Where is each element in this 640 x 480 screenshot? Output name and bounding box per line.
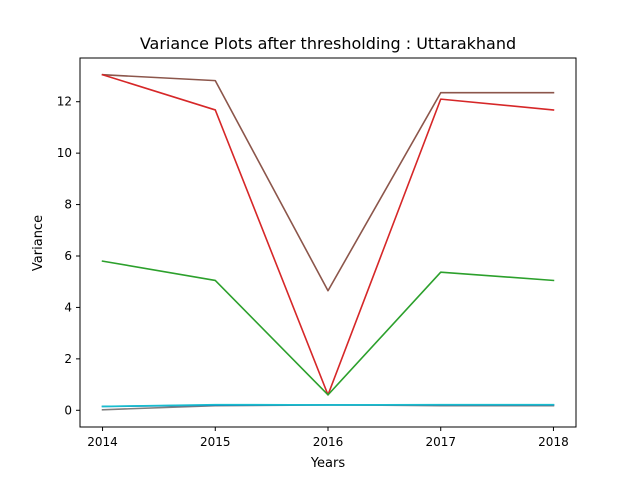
y-tick-label: 4 bbox=[64, 300, 72, 314]
x-tick-label: 2015 bbox=[200, 435, 231, 449]
axes-layer: 2014 2015 2016 2017 2018 0 2 4 6 8 10 12 bbox=[57, 57, 577, 449]
y-tick-label: 10 bbox=[57, 146, 72, 160]
series-line-3 bbox=[101, 260, 555, 396]
series-layer bbox=[101, 73, 555, 411]
chart-title: Variance Plots after thresholding : Utta… bbox=[140, 34, 516, 53]
y-tick-label: 2 bbox=[64, 352, 72, 366]
series-line-6 bbox=[101, 403, 555, 408]
x-tick-label: 2014 bbox=[87, 435, 118, 449]
x-tick-label: 2016 bbox=[313, 435, 344, 449]
y-tick-label: 0 bbox=[64, 403, 72, 417]
y-tick-label: 8 bbox=[64, 198, 72, 212]
y-axis-label: Variance bbox=[31, 215, 46, 271]
x-tick-label: 2017 bbox=[425, 435, 456, 449]
x-tick-label: 2018 bbox=[538, 435, 569, 449]
x-axis-label: Years bbox=[310, 456, 346, 471]
y-tick-label: 6 bbox=[64, 249, 72, 263]
y-tick-label: 12 bbox=[57, 95, 72, 109]
series-line-1 bbox=[101, 73, 555, 292]
